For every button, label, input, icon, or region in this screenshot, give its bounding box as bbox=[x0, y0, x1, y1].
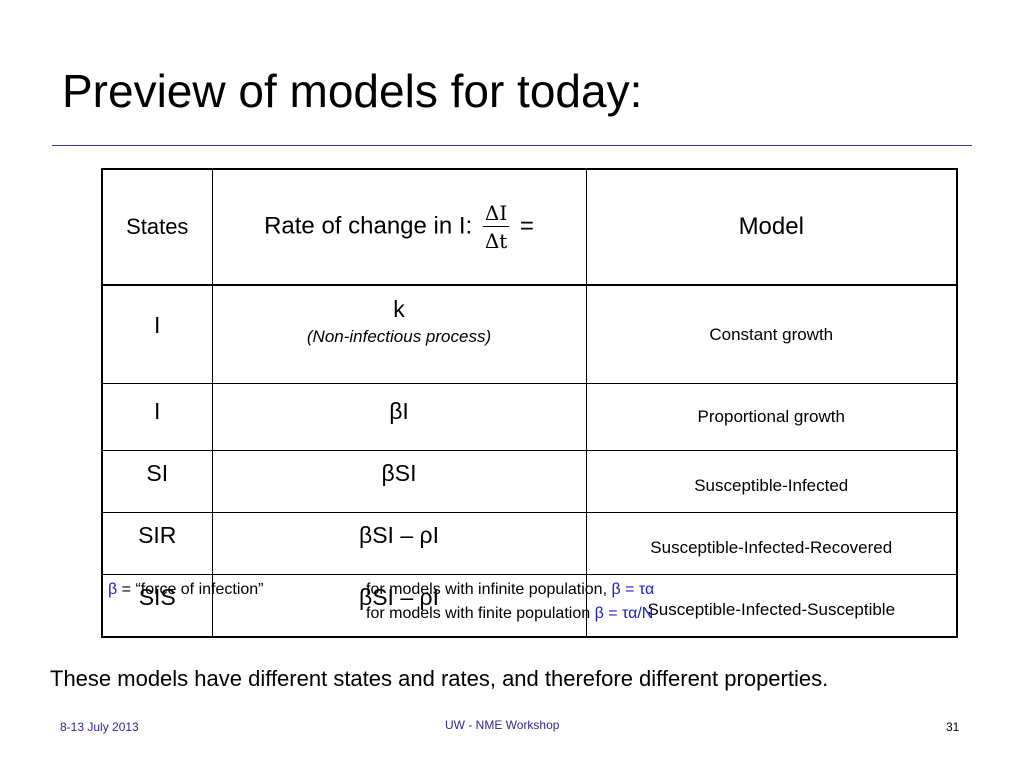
table-header-row: States Rate of change in I: ΔI Δt = Mode… bbox=[101, 168, 958, 286]
row-model: Constant growth bbox=[585, 284, 958, 384]
rate-fraction-denominator: Δt bbox=[484, 229, 508, 253]
header-rate-equals: = bbox=[519, 212, 534, 240]
slide-title: Preview of models for today: bbox=[62, 65, 643, 117]
table-row: I k (Non-infectious process) Constant gr… bbox=[101, 284, 958, 384]
infinite-population-text: for models with infinite population, bbox=[366, 581, 612, 598]
beta-definition-text: = “force of infection” bbox=[117, 581, 264, 598]
row-state: I bbox=[101, 383, 213, 451]
table-row: I βI Proportional growth bbox=[101, 383, 958, 451]
row-rate-value: k bbox=[393, 296, 405, 322]
finite-population-note: for models with finite population β = τα… bbox=[366, 604, 653, 623]
row-model: Proportional growth bbox=[585, 383, 958, 451]
finite-population-formula: β = τα/N bbox=[594, 605, 654, 622]
header-states: States bbox=[101, 168, 213, 286]
row-state: I bbox=[101, 284, 213, 384]
row-model: Susceptible-Infected bbox=[585, 450, 958, 513]
footer-event: UW - NME Workshop bbox=[445, 718, 560, 732]
summary-text: These models have different states and r… bbox=[50, 666, 829, 691]
beta-symbol: β bbox=[108, 581, 118, 598]
row-state: SIS bbox=[101, 574, 213, 638]
models-table: States Rate of change in I: ΔI Δt = Mode… bbox=[101, 168, 958, 638]
row-model: Susceptible-Infected-Susceptible bbox=[585, 574, 958, 638]
row-rate: βSI – ρI bbox=[211, 574, 587, 638]
infinite-population-note: for models with infinite population, β =… bbox=[366, 580, 654, 599]
table-row: SI βSI Susceptible-Infected bbox=[101, 450, 958, 513]
row-state: SI bbox=[101, 450, 213, 513]
finite-population-text: for models with finite population bbox=[366, 605, 595, 622]
row-state: SIR bbox=[101, 512, 213, 575]
rate-fraction-numerator: ΔI bbox=[482, 201, 510, 227]
row-rate: βSI – ρI bbox=[211, 512, 587, 575]
row-model: Susceptible-Infected-Recovered bbox=[585, 512, 958, 575]
infinite-population-formula: β = τα bbox=[611, 581, 655, 598]
row-rate: βSI bbox=[211, 450, 587, 513]
row-rate: k (Non-infectious process) bbox=[211, 284, 587, 384]
row-rate-note: (Non-infectious process) bbox=[306, 327, 492, 346]
table-row: SIR βSI – ρI Susceptible-Infected-Recove… bbox=[101, 512, 958, 575]
table-row: SIS βSI – ρI Susceptible-Infected-Suscep… bbox=[101, 574, 958, 638]
title-divider bbox=[52, 145, 972, 146]
header-rate-label: Rate of change in I: bbox=[264, 212, 473, 240]
footer-date: 8-13 July 2013 bbox=[60, 720, 139, 734]
beta-definition: β = “force of infection” bbox=[108, 580, 264, 599]
page-number: 31 bbox=[946, 720, 960, 734]
rate-fraction: ΔI Δt bbox=[482, 201, 510, 253]
header-rate: Rate of change in I: ΔI Δt = bbox=[211, 168, 587, 286]
row-rate: βI bbox=[211, 383, 587, 451]
header-model: Model bbox=[585, 168, 958, 286]
